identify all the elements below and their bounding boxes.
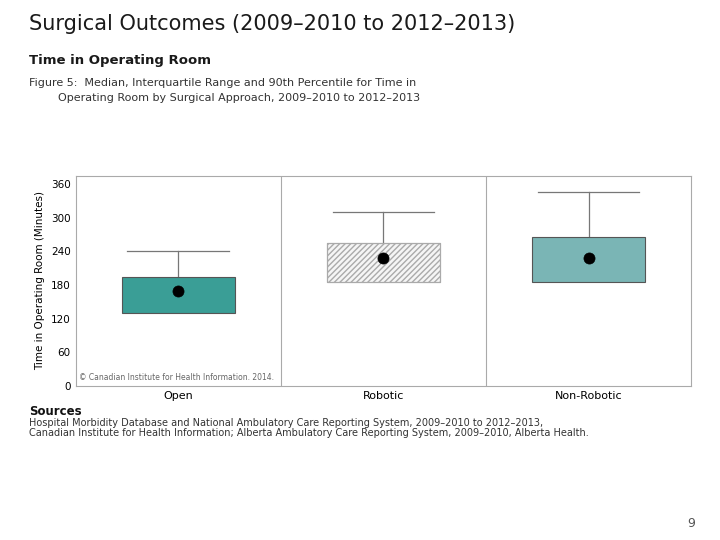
Text: © Canadian Institute for Health Information. 2014.: © Canadian Institute for Health Informat… [78, 373, 274, 382]
Text: Operating Room by Surgical Approach, 2009–2010 to 2012–2013: Operating Room by Surgical Approach, 200… [58, 93, 420, 103]
Text: ICIS: ICIS [654, 28, 670, 37]
Text: Canadian Institute for Health Information; Alberta Ambulatory Care Reporting Sys: Canadian Institute for Health Informatio… [29, 428, 588, 438]
Text: Hospital Morbidity Database and National Ambulatory Care Reporting System, 2009–: Hospital Morbidity Database and National… [29, 418, 543, 429]
Bar [532, 237, 645, 282]
Text: Figure 5:  Median, Interquartile Range and 90th Percentile for Time in: Figure 5: Median, Interquartile Range an… [29, 78, 416, 89]
Y-axis label: Time in Operating Room (Minutes): Time in Operating Room (Minutes) [35, 191, 45, 370]
Text: Time in Operating Room: Time in Operating Room [29, 54, 211, 67]
Text: Sources: Sources [29, 405, 81, 418]
Text: Surgical Outcomes (2009–2010 to 2012–2013): Surgical Outcomes (2009–2010 to 2012–201… [29, 14, 515, 33]
Bar [122, 276, 235, 313]
Text: 9: 9 [687, 517, 695, 530]
Bar [327, 243, 440, 282]
Bar [327, 243, 440, 282]
Circle shape [627, 13, 645, 23]
Text: CIHI: CIHI [653, 18, 671, 26]
